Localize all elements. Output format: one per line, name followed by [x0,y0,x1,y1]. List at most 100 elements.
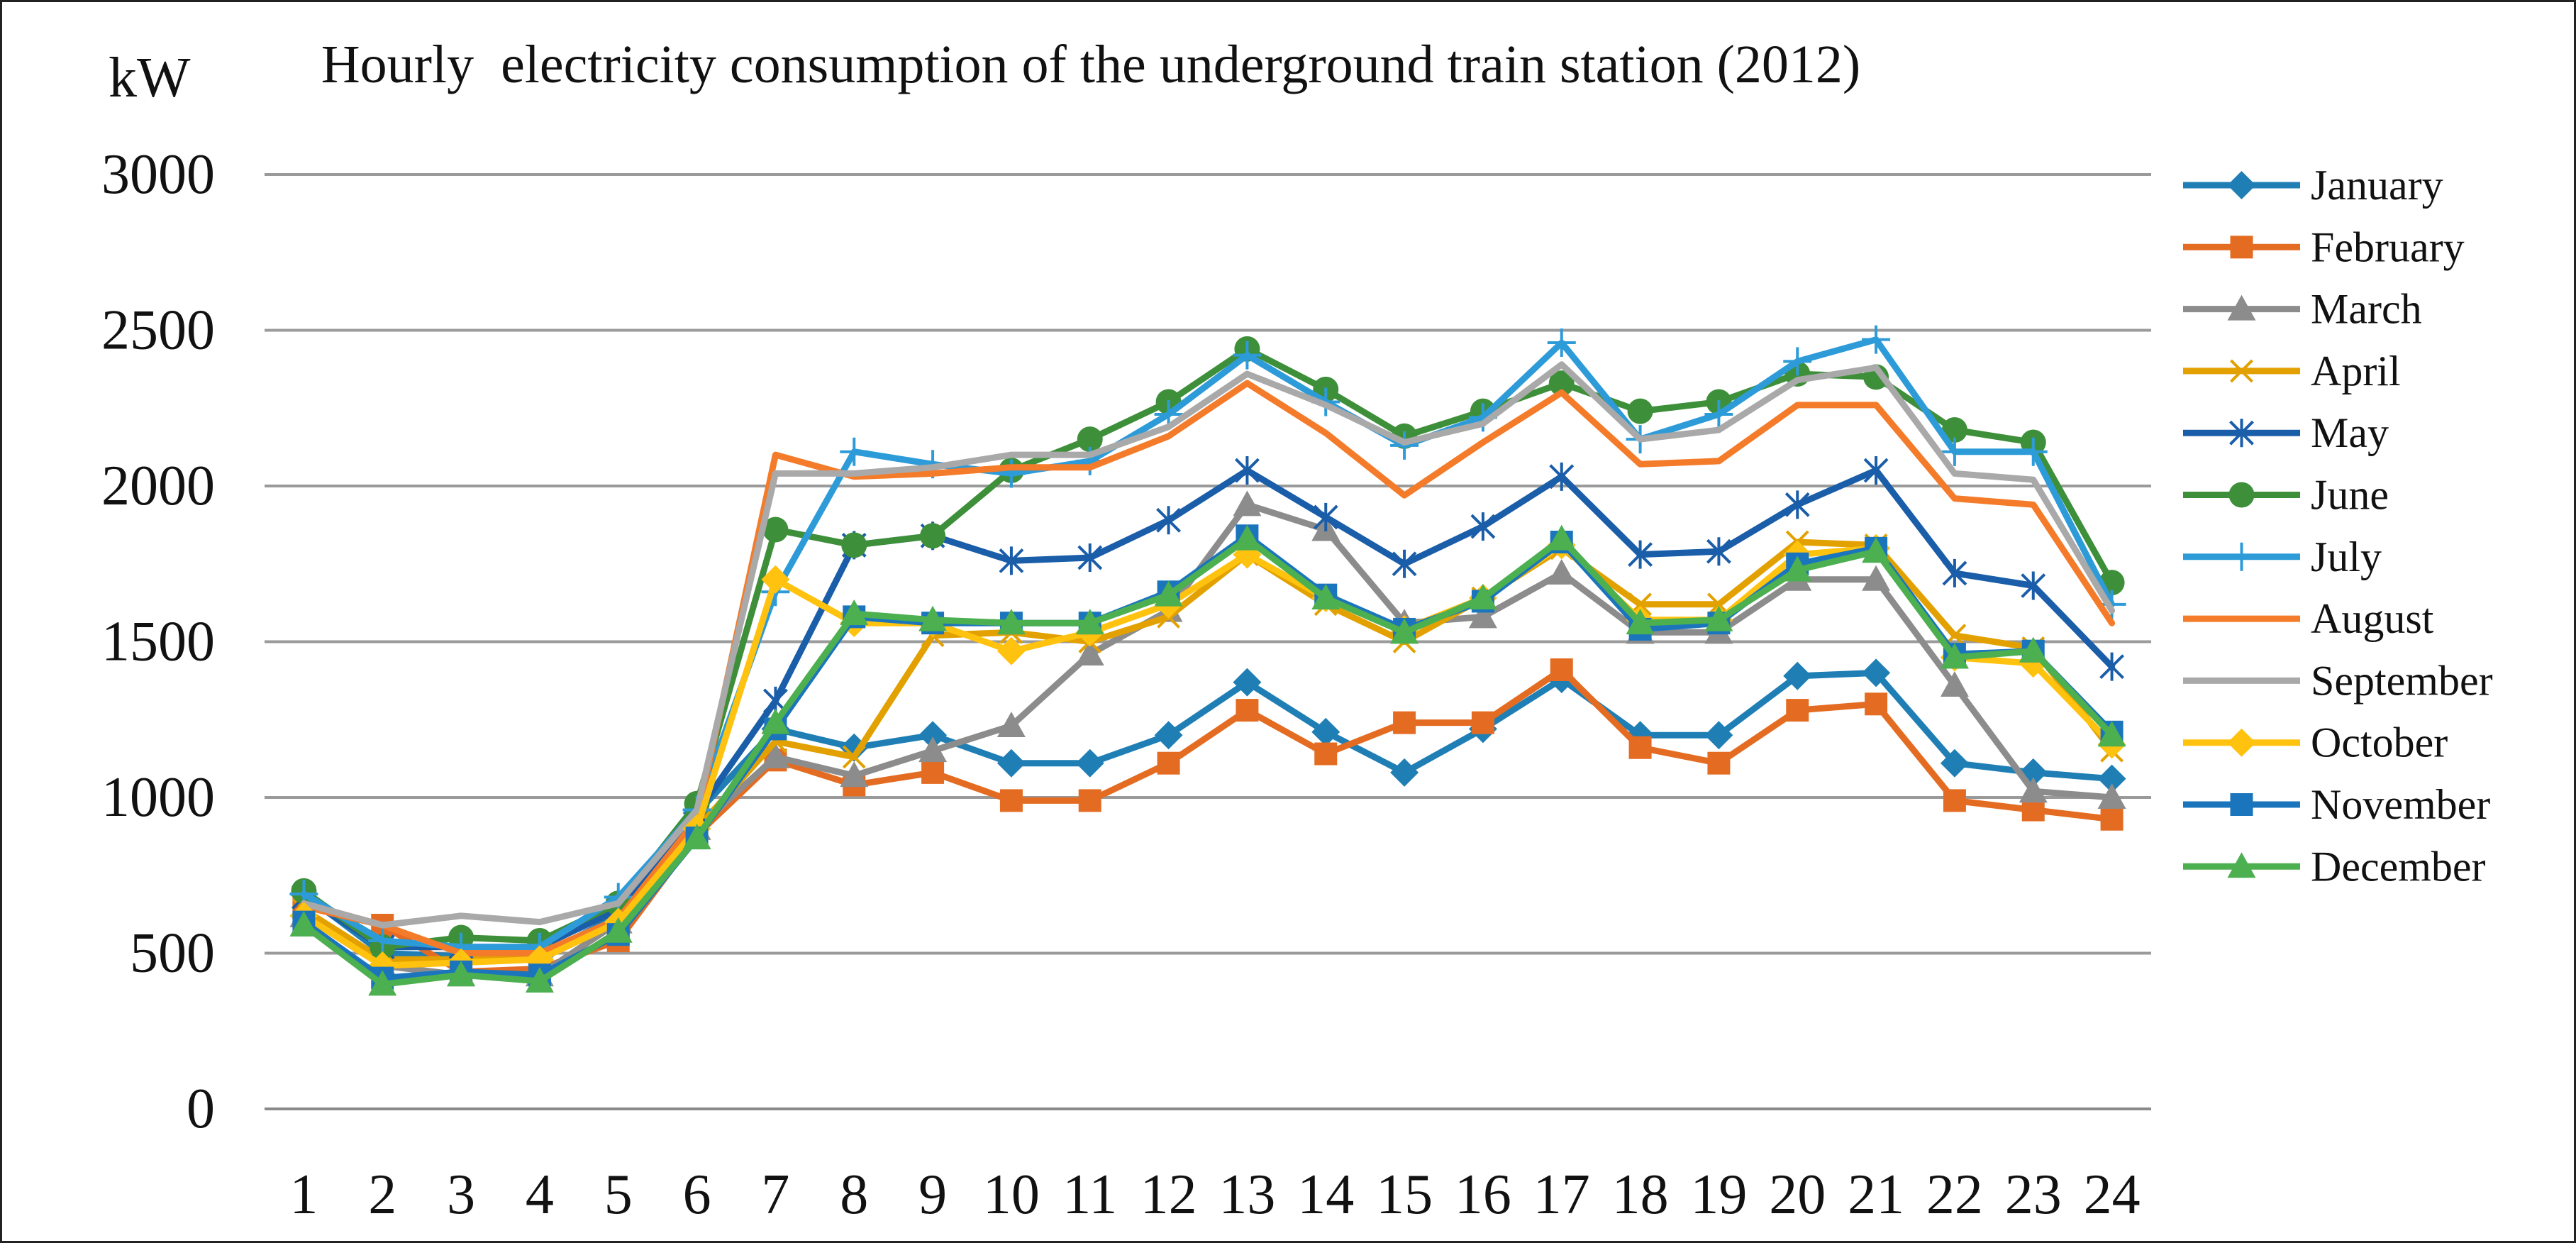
data-point-may [1628,540,1653,569]
x-tick-label: 9 [918,1164,947,1226]
legend-label: October [2311,719,2448,766]
series-october [289,531,2126,980]
legend-item-february: February [2183,223,2465,270]
y-axis-unit-label: kW [109,47,191,109]
data-point-july [1233,341,1262,370]
series-line-july [300,336,2116,951]
series-august [300,380,2116,956]
data-point-december [1862,537,1891,563]
series-line-april [300,538,2116,963]
data-point-july [840,437,869,466]
legend-label: March [2311,286,2422,333]
data-point-may [1863,456,1889,485]
y-tick-label: 3000 [101,143,215,206]
data-point-february [1314,742,1338,766]
legend-label: July [2311,534,2382,580]
data-point-january [1783,661,1812,690]
legend-item-may: May [2183,409,2389,456]
data-point-march [1862,565,1891,591]
legend-label: December [2311,843,2486,890]
y-tick-label: 500 [130,922,215,985]
data-point-january [2097,764,2126,793]
legend-item-december: December [2183,843,2486,890]
y-tick-label: 2500 [101,299,215,362]
data-point-july [1940,437,1969,466]
y-tick-label: 1000 [101,766,215,829]
x-tick-label: 1 [289,1164,318,1226]
x-tick-label: 16 [1455,1164,1511,1226]
data-point-july [1783,347,1812,376]
data-point-december [1075,609,1104,635]
legend-item-august: August [2183,595,2434,642]
data-point-december [525,967,554,993]
x-tick-label: 22 [1926,1164,1983,1226]
data-point-december [1626,609,1655,635]
x-tick-label: 14 [1297,1164,1354,1226]
legend-item-june: June [2183,472,2389,519]
legend-marker [2230,793,2253,816]
x-tick-label: 15 [1376,1164,1433,1226]
data-point-may [1706,537,1731,566]
x-tick-label: 20 [1769,1164,1826,1226]
x-tick-label: 5 [604,1164,633,1226]
data-point-july [1704,400,1733,429]
legend-marker [2229,419,2254,448]
x-tick-label: 12 [1140,1164,1197,1226]
series-july [289,325,2126,961]
data-point-january [1075,748,1104,778]
x-tick-label: 18 [1612,1164,1669,1226]
x-tick-label: 17 [1533,1164,1590,1226]
x-tick-label: 21 [1848,1164,1904,1226]
data-point-february [1236,699,1259,722]
data-point-december [1704,605,1733,631]
data-point-may [1549,462,1575,491]
legend-label: February [2311,223,2465,270]
data-point-february [1550,658,1573,682]
data-point-january [1862,658,1891,687]
data-point-december [1154,580,1183,607]
data-point-january [1390,758,1419,787]
series-line-february [300,666,2116,976]
x-tick-label: 13 [1218,1164,1275,1226]
legend-marker [2227,852,2256,878]
legend-label: August [2311,595,2434,642]
data-point-march [996,712,1026,738]
x-tick-label: 11 [1062,1164,1117,1226]
legend: January February March April May June July Augu… [2183,162,2493,890]
data-point-october [761,565,790,594]
data-point-december [1233,524,1262,551]
x-axis-tick-labels: 1 2 3 4 5 6 7 8 9 10 11 12 13 14 15 16 17 18 19 20 21 22 23 24 [289,1164,2140,1226]
data-point-june [762,516,789,543]
data-point-may [999,546,1024,575]
data-point-february [2100,807,2123,831]
data-point-october [996,636,1026,665]
data-point-may [1235,456,1260,485]
data-point-december [2019,636,2048,663]
legend-item-march: March [2183,286,2422,333]
data-point-february [1628,736,1652,759]
data-point-december [1783,556,1812,582]
x-tick-label: 8 [840,1164,868,1226]
data-point-december [1468,584,1497,610]
series-line-june [300,346,2116,951]
data-point-may [1392,549,1417,578]
series-june [291,336,2125,960]
data-point-march [1468,602,1497,629]
data-point-december [840,599,869,625]
data-point-february [1943,789,1966,812]
data-point-december [1390,618,1419,644]
y-tick-label: 1500 [101,611,215,673]
data-point-january [996,748,1026,778]
data-point-july [996,459,1026,488]
data-point-february [1786,699,1809,722]
data-point-july [2019,437,2048,466]
legend-marker [2230,359,2253,383]
series-december [289,524,2126,996]
data-point-february [1471,711,1494,734]
data-point-march [2097,783,2126,809]
legend-marker [2227,728,2256,757]
series-september [300,361,2116,929]
data-point-december [368,970,397,996]
data-point-july [1547,328,1576,358]
